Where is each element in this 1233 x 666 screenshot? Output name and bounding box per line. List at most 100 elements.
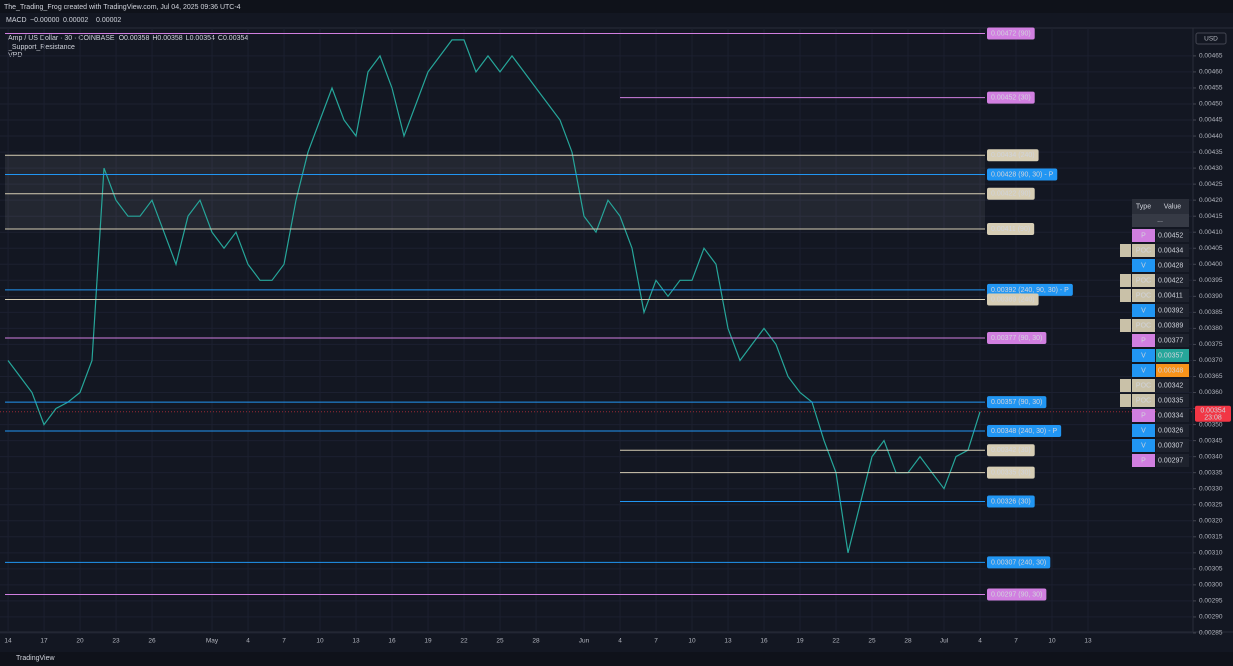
y-tick-label: 0.00310: [1199, 550, 1223, 557]
value-cell: [1156, 229, 1189, 242]
indicator-name: _Support_Resistance: [7, 44, 75, 51]
type-text: P: [1141, 232, 1146, 239]
y-tick-label: 0.00410: [1199, 229, 1223, 236]
type-text: POC: [1136, 322, 1151, 329]
value-cell: [1156, 244, 1189, 257]
type-marker: [1120, 379, 1131, 392]
level-label-box: [987, 466, 1035, 479]
type-marker: [1120, 244, 1131, 257]
type-text: P: [1141, 412, 1146, 419]
table-header: Type: [1136, 203, 1151, 210]
level-label-text: 0.00472 (90): [991, 30, 1031, 37]
level-label: 0.00411 (90): [987, 223, 1035, 236]
ohlc-value: L0.00354: [186, 35, 215, 42]
y-tick-label: 0.00430: [1199, 165, 1223, 172]
level-label: 0.00377 (90, 30): [987, 332, 1047, 345]
x-tick-label: 10: [688, 638, 696, 645]
level-label-text: 0.00452 (30): [991, 94, 1031, 101]
y-tick-label: 0.00415: [1199, 213, 1223, 220]
y-tick-label: 0.00375: [1199, 341, 1223, 348]
value-text: 0.00335: [1158, 397, 1183, 404]
footer-brand: TradingView: [16, 655, 55, 662]
type-marker: [1120, 394, 1131, 407]
value-cell: [1156, 379, 1189, 392]
type-text: POC: [1136, 247, 1151, 254]
level-label: 0.00422 (90): [987, 187, 1035, 200]
x-tick-label: 16: [388, 638, 396, 645]
level-label: 0.00307 (240, 30): [987, 556, 1051, 569]
level-label-box: [987, 495, 1035, 508]
level-label-text: 0.00357 (90, 30): [991, 399, 1042, 406]
level-label: 0.00335 (30): [987, 466, 1035, 479]
value-text: 0.00342: [1158, 382, 1183, 389]
level-label-text: 0.00389 (240): [991, 296, 1035, 303]
value-text: 0.00326: [1158, 427, 1183, 434]
x-tick-label: 17: [40, 638, 48, 645]
type-text: V: [1141, 352, 1146, 359]
y-tick-label: 0.00465: [1199, 53, 1223, 60]
level-label-box: [987, 588, 1047, 601]
y-tick-label: 0.00325: [1199, 501, 1223, 508]
type-text: POC: [1136, 382, 1151, 389]
x-tick-label: 13: [724, 638, 732, 645]
value-text: 0.00334: [1158, 412, 1183, 419]
y-tick-label: 0.00395: [1199, 277, 1223, 284]
type-text: V: [1141, 262, 1146, 269]
y-tick-label: 0.00405: [1199, 245, 1223, 252]
level-label-box: [987, 223, 1035, 236]
level-label-text: 0.00422 (90): [991, 191, 1031, 198]
value-cell: [1156, 319, 1189, 332]
type-cell: [1132, 244, 1155, 257]
type-cell: [1132, 439, 1155, 452]
x-tick-label: 20: [76, 638, 84, 645]
value-cell: [1156, 439, 1189, 452]
level-label: 0.00434 (240): [987, 149, 1039, 162]
type-marker: [1120, 289, 1131, 302]
value-text: 0.00452: [1158, 232, 1183, 239]
level-label-box: [987, 91, 1035, 104]
level-label-box: [987, 332, 1047, 345]
credit: The_Trading_Frog created with TradingVie…: [4, 4, 241, 11]
level-label-box: [987, 424, 1062, 437]
level-label-box: [987, 27, 1035, 40]
y-tick-label: 0.00315: [1199, 534, 1223, 541]
y-tick-label: 0.00445: [1199, 117, 1223, 124]
type-text: POC: [1136, 292, 1151, 299]
type-text: POC: [1136, 397, 1151, 404]
x-tick-label: 26: [148, 638, 156, 645]
level-label-text: 0.00348 (240, 30) - P: [991, 428, 1057, 435]
top-bar: [0, 0, 1233, 13]
x-tick-label: 14: [4, 638, 12, 645]
y-tick-label: 0.00320: [1199, 517, 1223, 524]
value-cell: [1156, 349, 1189, 362]
level-label-text: 0.00326 (30): [991, 498, 1031, 505]
macd-value: 0.00002: [96, 17, 121, 24]
macd-value: −0.00000: [30, 17, 59, 24]
type-cell: [1132, 409, 1155, 422]
table-header: Value: [1164, 203, 1181, 210]
level-label: 0.00357 (90, 30): [987, 396, 1047, 409]
value-text: 0.00434: [1158, 247, 1183, 254]
y-tick-label: 0.00390: [1199, 293, 1223, 300]
y-tick-label: 0.00455: [1199, 85, 1223, 92]
level-label-text: 0.00307 (240, 30): [991, 559, 1046, 566]
y-tick-label: 0.00345: [1199, 437, 1223, 444]
currency-box[interactable]: [1195, 32, 1227, 45]
type-text: P: [1141, 337, 1146, 344]
y-tick-label: 0.00440: [1199, 133, 1223, 140]
value-text: 0.00348: [1158, 367, 1183, 374]
y-tick-label: 0.00400: [1199, 261, 1223, 268]
value-text: 0.00392: [1158, 307, 1183, 314]
x-tick-label: 16: [760, 638, 768, 645]
macd-name: MACD: [6, 17, 27, 24]
value-text: 0.00297: [1158, 457, 1183, 464]
x-tick-label: May: [206, 638, 219, 645]
type-marker: [1120, 319, 1131, 332]
level-label-box: [987, 149, 1039, 162]
x-tick-label: 7: [654, 638, 658, 645]
value-cell: [1156, 334, 1189, 347]
level-label-text: 0.00392 (240, 90, 30) - P: [991, 287, 1069, 294]
level-label-text: 0.00297 (90, 30): [991, 591, 1042, 598]
level-label-text: 0.00342 (30): [991, 447, 1031, 454]
type-text: V: [1141, 307, 1146, 314]
